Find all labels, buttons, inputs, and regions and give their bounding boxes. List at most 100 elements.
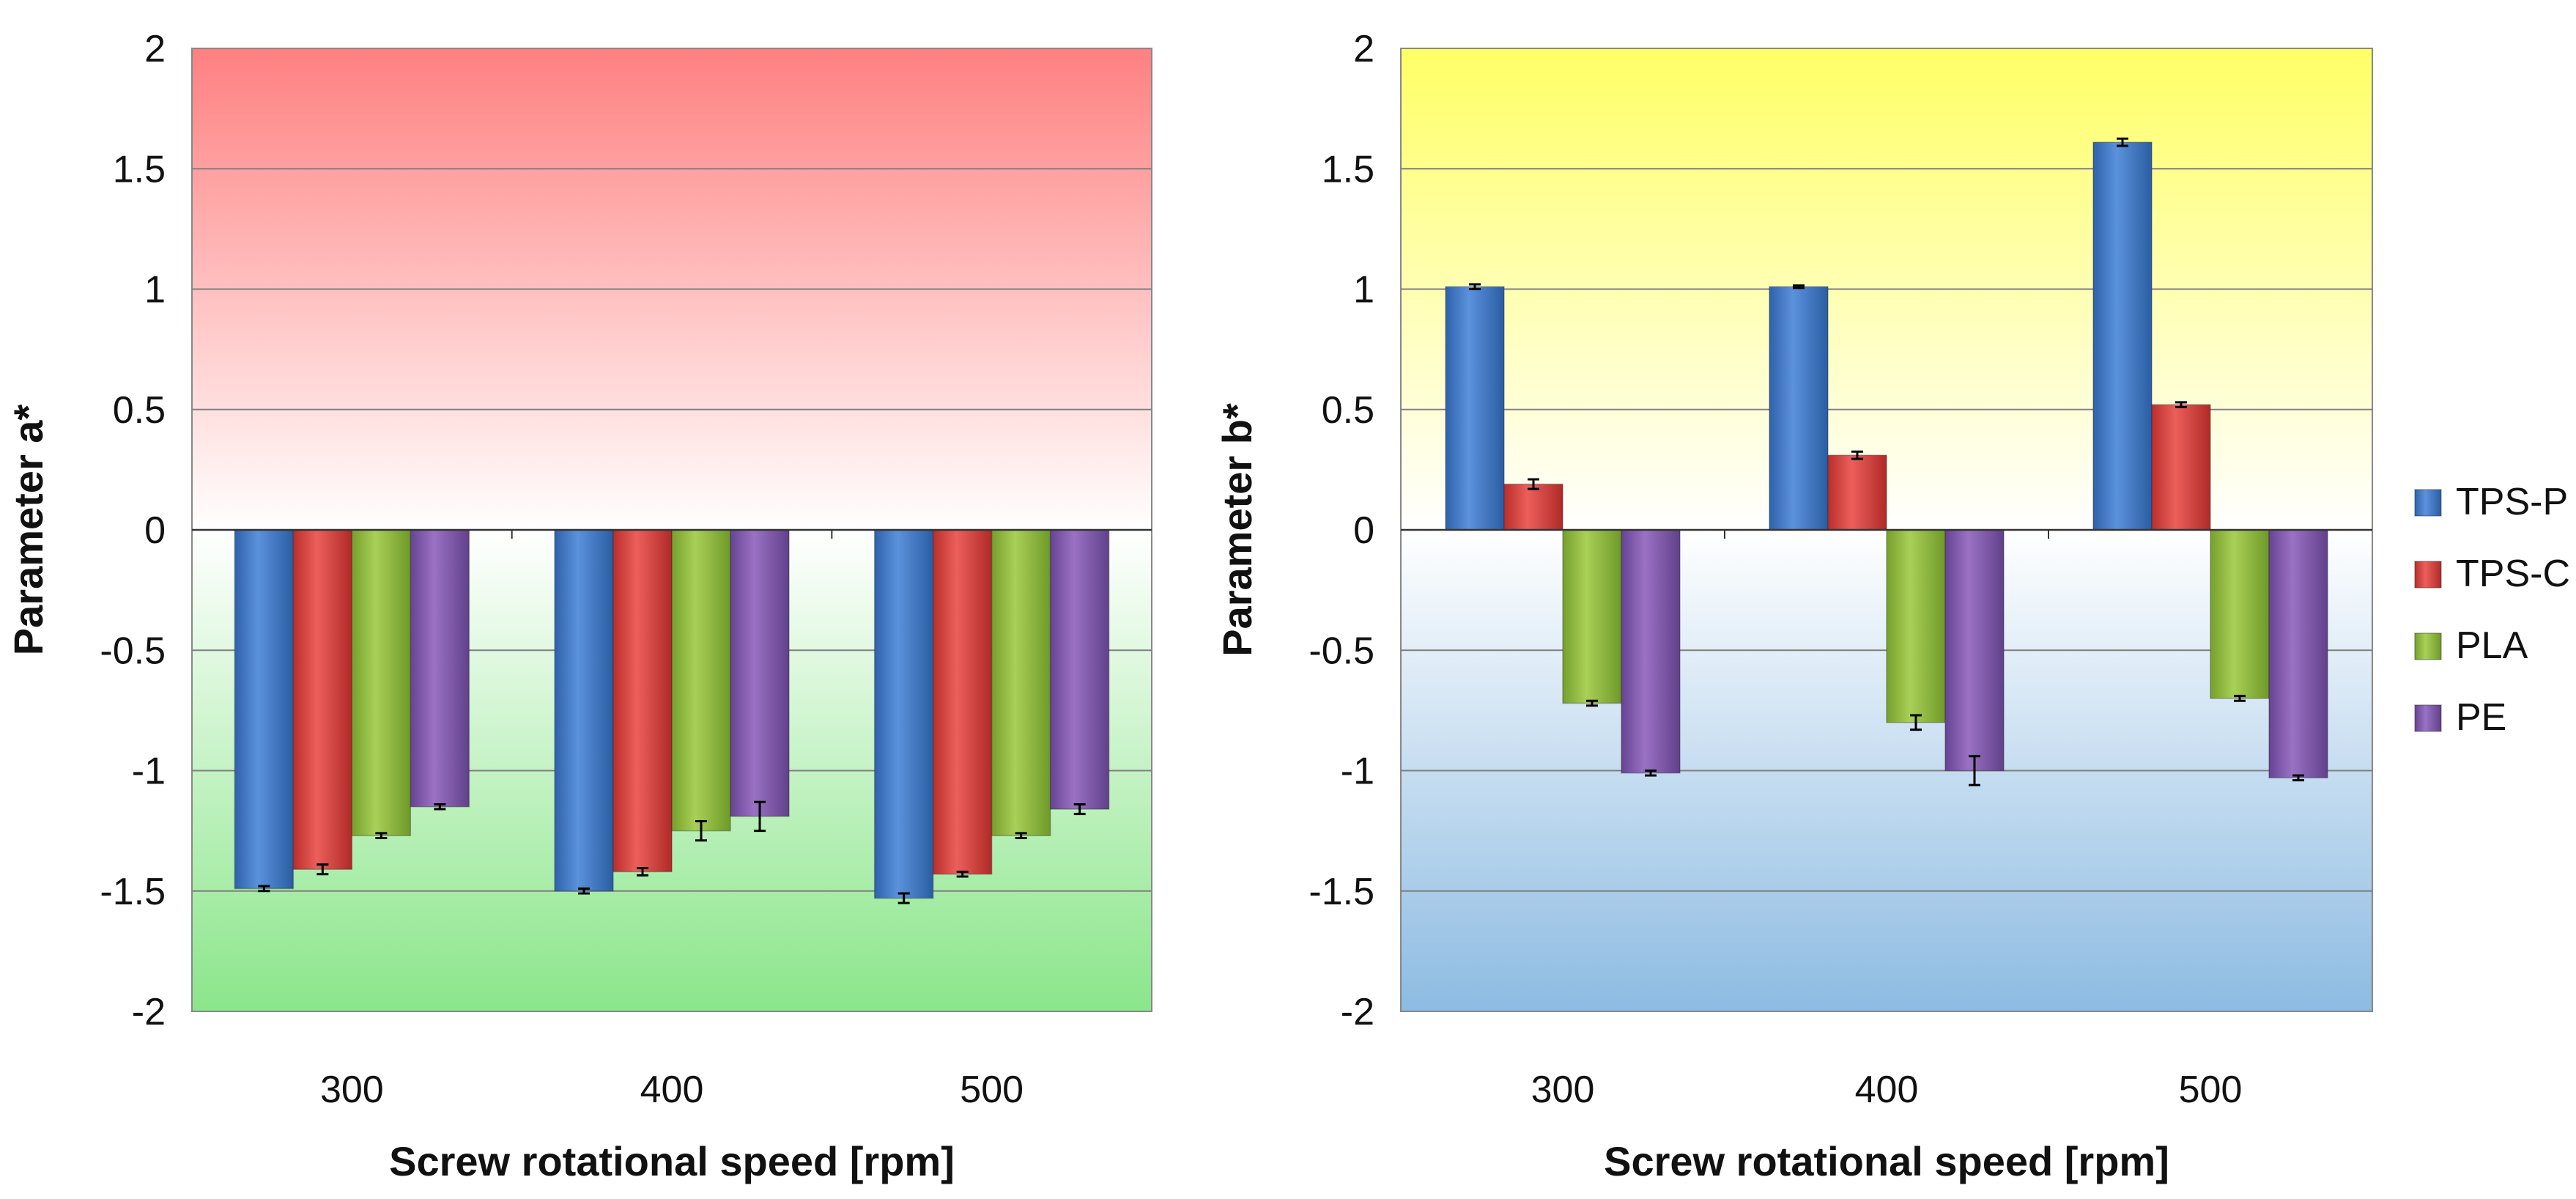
chart-b-y-tick-label: 0 bbox=[1353, 509, 1374, 552]
chart-b-error-bar-tps-p-500 bbox=[2117, 137, 2128, 147]
chart-a-x-axis-label: Screw rotational speed [rpm] bbox=[389, 1138, 955, 1184]
chart-b-error-bar-pla-300 bbox=[1586, 699, 1598, 707]
chart-b-y-tick-label: 2 bbox=[1353, 28, 1374, 70]
chart-b-y-tick-label: -1 bbox=[1341, 750, 1374, 793]
chart-a-bar-pe-500 bbox=[1049, 529, 1110, 810]
chart-a-bar-tps-c-400 bbox=[612, 529, 673, 873]
chart-b-error-bar-pe-400 bbox=[1969, 755, 1980, 786]
chart-a-x-tick-label: 400 bbox=[640, 1069, 704, 1111]
chart-b-bar-tps-p-500 bbox=[2092, 141, 2153, 531]
chart-a-bars bbox=[234, 529, 1110, 904]
chart-b-error-bar-pla-500 bbox=[2234, 695, 2246, 702]
chart-a-x-tick-label: 500 bbox=[960, 1069, 1024, 1111]
chart-a-panel: 2 1.5 1 0.5 0 -0.5 -1 -1.5 -2 300 400 500 Screw ro… bbox=[5, 28, 1152, 1184]
chart-a-error-bar-pla-400 bbox=[695, 819, 707, 842]
chart-a-error-bar-tps-c-300 bbox=[317, 863, 329, 876]
chart-a-error-bar-tps-p-500 bbox=[897, 892, 910, 904]
legend-label: PLA bbox=[2456, 624, 2528, 667]
chart-b-bar-tps-c-300 bbox=[1503, 483, 1563, 531]
chart-a-y-tick-label: 1 bbox=[144, 269, 166, 311]
chart-b-x-tick-label: 300 bbox=[1531, 1069, 1595, 1111]
chart-b-x-tick-labels: 300 400 500 bbox=[1531, 1069, 2243, 1111]
chart-b-bar-pla-300 bbox=[1562, 529, 1622, 704]
chart-b-y-tick-label: 1.5 bbox=[1322, 148, 1374, 191]
legend: TPS-P TPS-C PLA PE bbox=[2414, 481, 2570, 739]
chart-b-panel: 2 1.5 1 0.5 0 -0.5 -1 -1.5 -2 300 400 500 Screw ro… bbox=[1214, 28, 2373, 1184]
legend-item-tps-c: TPS-C bbox=[2414, 553, 2570, 595]
chart-b-y-tick-label: 0.5 bbox=[1322, 389, 1374, 432]
chart-a-bar-pla-300 bbox=[351, 529, 412, 836]
chart-a-y-tick-label: -0.5 bbox=[100, 630, 166, 672]
legend-item-tps-p: TPS-P bbox=[2414, 481, 2568, 523]
chart-a-bar-pe-300 bbox=[410, 529, 470, 808]
legend-label: PE bbox=[2456, 696, 2506, 739]
chart-b-y-tick-labels: 2 1.5 1 0.5 0 -0.5 -1 -1.5 -2 bbox=[1309, 28, 1374, 1033]
legend-swatch bbox=[2414, 561, 2442, 589]
chart-a-y-tick-label: 1.5 bbox=[113, 148, 166, 191]
chart-a-error-bar-tps-p-300 bbox=[258, 885, 270, 893]
chart-b-bars bbox=[1445, 137, 2328, 786]
chart-b-y-tick-label: 1 bbox=[1353, 269, 1374, 311]
chart-b-bar-pla-400 bbox=[1886, 529, 1946, 723]
chart-a-y-axis-label: Parameter a* bbox=[5, 405, 51, 656]
legend-label: TPS-P bbox=[2456, 481, 2568, 523]
chart-b-bar-pla-500 bbox=[2210, 529, 2270, 699]
chart-a-y-tick-label: -1.5 bbox=[100, 871, 166, 913]
chart-b-bar-pe-400 bbox=[1944, 529, 2005, 772]
chart-b-error-bar-tps-c-500 bbox=[2175, 401, 2187, 408]
chart-b-error-bar-tps-p-400 bbox=[1793, 284, 1805, 289]
legend-swatch bbox=[2414, 704, 2442, 732]
chart-a-error-bar-tps-p-400 bbox=[578, 887, 590, 895]
chart-b-y-axis-label: Parameter b* bbox=[1214, 403, 1260, 657]
chart-b-bar-tps-p-400 bbox=[1769, 286, 1829, 531]
chart-b-error-bar-pla-400 bbox=[1910, 714, 1922, 731]
chart-a-bar-tps-p-500 bbox=[873, 529, 934, 899]
chart-b-x-tick-label: 500 bbox=[2179, 1069, 2243, 1111]
chart-b-bar-tps-c-500 bbox=[2151, 404, 2211, 531]
chart-a-zero-line bbox=[192, 528, 1152, 539]
chart-a-x-tick-labels: 300 400 500 bbox=[320, 1069, 1024, 1111]
chart-a-bar-pla-500 bbox=[991, 529, 1051, 836]
chart-a-error-bar-pe-300 bbox=[434, 803, 446, 811]
legend-swatch bbox=[2414, 632, 2442, 660]
chart-b-error-bar-tps-c-300 bbox=[1528, 478, 1539, 490]
chart-a-error-bar-pe-400 bbox=[754, 800, 766, 833]
chart-b-error-bar-tps-p-300 bbox=[1469, 283, 1481, 290]
chart-a-error-bar-tps-c-400 bbox=[637, 867, 648, 877]
chart-b-y-tick-label: -1.5 bbox=[1309, 871, 1374, 913]
chart-a-y-tick-label: -1 bbox=[132, 750, 166, 793]
chart-b-bar-tps-p-300 bbox=[1445, 286, 1505, 531]
legend-swatch bbox=[2414, 489, 2442, 517]
chart-b-error-bar-tps-c-400 bbox=[1851, 450, 1863, 460]
chart-a-bar-pe-400 bbox=[730, 529, 790, 817]
chart-a-bar-pla-400 bbox=[671, 529, 731, 832]
chart-a-bar-tps-p-300 bbox=[234, 529, 295, 890]
chart-b-bar-pe-500 bbox=[2268, 529, 2328, 779]
legend-label: TPS-C bbox=[2456, 553, 2570, 595]
chart-b-y-tick-label: -2 bbox=[1341, 991, 1374, 1033]
chart-b-bar-pe-300 bbox=[1621, 529, 1681, 774]
chart-b-error-bar-pe-500 bbox=[2292, 774, 2304, 782]
chart-a-bar-tps-p-400 bbox=[554, 529, 614, 892]
chart-a-error-bar-pla-500 bbox=[1015, 832, 1027, 839]
chart-b-x-tick-label: 400 bbox=[1855, 1069, 1919, 1111]
chart-a-y-tick-label: 0 bbox=[144, 509, 166, 552]
chart-a-x-tick-label: 300 bbox=[320, 1069, 384, 1111]
legend-item-pla: PLA bbox=[2414, 624, 2528, 667]
chart-a-y-tick-labels: 2 1.5 1 0.5 0 -0.5 -1 -1.5 -2 bbox=[100, 28, 166, 1033]
chart-a-error-bar-tps-c-500 bbox=[956, 870, 969, 878]
chart-a-bar-tps-c-500 bbox=[932, 529, 993, 875]
chart-a-y-tick-label: -2 bbox=[132, 991, 166, 1033]
chart-a-error-bar-pla-300 bbox=[375, 832, 388, 839]
legend-item-pe: PE bbox=[2414, 696, 2506, 739]
chart-a-bar-tps-c-300 bbox=[292, 529, 353, 870]
chart-b-bar-tps-c-400 bbox=[1827, 454, 1887, 531]
chart-b-zero-line bbox=[1401, 528, 2372, 539]
chart-a-y-tick-label: 0.5 bbox=[113, 389, 166, 432]
chart-b-y-tick-label: -0.5 bbox=[1309, 630, 1374, 672]
chart-b-error-bar-pe-300 bbox=[1645, 770, 1657, 777]
chart-b-x-axis-label: Screw rotational speed [rpm] bbox=[1604, 1138, 2169, 1184]
chart-a-error-bar-pe-500 bbox=[1073, 803, 1086, 816]
chart-a-y-tick-label: 2 bbox=[144, 28, 166, 70]
